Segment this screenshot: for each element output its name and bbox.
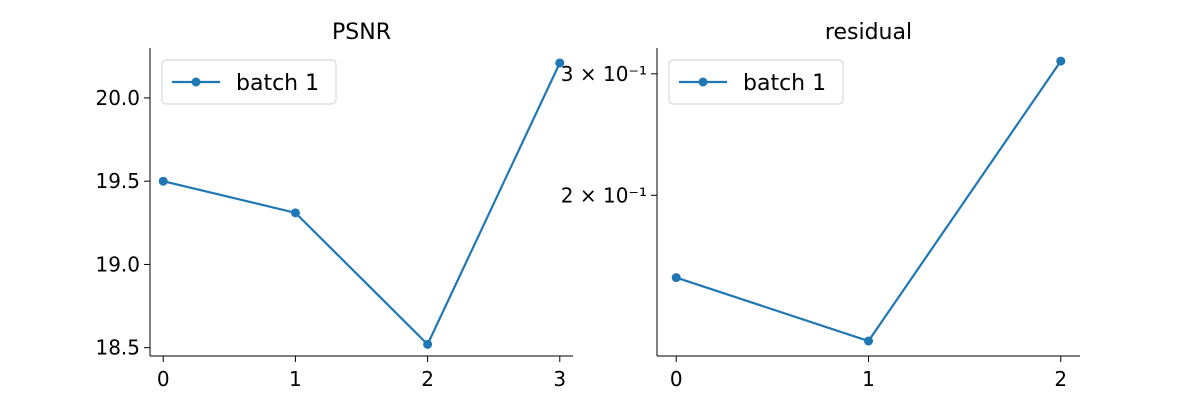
chart-title: residual bbox=[825, 20, 912, 45]
series-line bbox=[162, 62, 561, 347]
data-point bbox=[671, 273, 681, 283]
y-tick-label: 20.0 bbox=[95, 86, 140, 110]
data-point bbox=[290, 208, 300, 218]
legend-frame bbox=[668, 59, 844, 105]
y-tick-label: 19.0 bbox=[95, 252, 140, 276]
y-tick-label: 19.5 bbox=[95, 169, 140, 193]
x-tick-label: 0 bbox=[670, 367, 683, 391]
legend: batch 1 bbox=[668, 59, 844, 105]
legend-label: batch 1 bbox=[236, 71, 319, 96]
data-point bbox=[1056, 56, 1066, 66]
x-tick-label: 0 bbox=[157, 367, 170, 391]
data-point bbox=[864, 336, 873, 346]
x-tick-label: 1 bbox=[289, 367, 302, 391]
y-tick-label: 18.5 bbox=[95, 336, 140, 360]
data-point bbox=[158, 176, 168, 186]
x-tick-label: 3 bbox=[553, 367, 566, 391]
data-point bbox=[555, 58, 565, 68]
legend-swatch-marker bbox=[191, 77, 201, 87]
legend: batch 1 bbox=[161, 59, 337, 105]
legend-label: batch 1 bbox=[743, 71, 826, 96]
data-point bbox=[423, 339, 433, 349]
chart-panel-2: residual 0 1 2 3 × 10⁻¹ 2 × 10⁻¹ batch 1 bbox=[561, 20, 1080, 391]
y-tick-label: 2 × 10⁻¹ bbox=[561, 183, 647, 207]
legend-frame bbox=[161, 59, 337, 105]
chart-title: PSNR bbox=[332, 20, 391, 45]
x-tick-label: 2 bbox=[421, 367, 434, 391]
x-tick-label: 1 bbox=[862, 367, 875, 391]
y-tick-label: 3 × 10⁻¹ bbox=[561, 62, 647, 86]
chart-panel-1: PSNR 0 1 2 3 18.5 19.0 19.5 20.0 batch 1 bbox=[95, 20, 573, 391]
legend-swatch-marker bbox=[698, 77, 708, 87]
x-tick-label: 2 bbox=[1054, 367, 1067, 391]
